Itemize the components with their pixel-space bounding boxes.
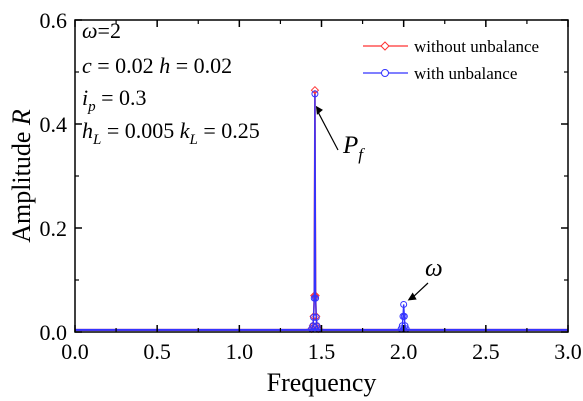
parameter-line: c = 0.02 h = 0.02 xyxy=(82,53,232,78)
x-tick-label: 1.5 xyxy=(308,339,336,364)
pf-annotation: Pf xyxy=(342,132,365,164)
y-tick-label: 0.2 xyxy=(40,216,68,241)
parameter-line: ip = 0.3 xyxy=(82,85,147,115)
x-axis-title: Frequency xyxy=(267,368,377,397)
x-tick-label: 3.0 xyxy=(554,339,582,364)
legend-label: without unbalance xyxy=(414,37,539,56)
omega-arrow-line xyxy=(413,282,429,297)
y-tick-label: 0.0 xyxy=(40,320,68,345)
y-tick-label: 0.6 xyxy=(40,8,68,33)
x-tick-label: 1.0 xyxy=(226,339,254,364)
data-point xyxy=(309,322,317,330)
y-tick-label: 0.4 xyxy=(40,112,68,137)
data-point xyxy=(310,313,318,321)
omega-arrowhead xyxy=(407,292,417,301)
data-point xyxy=(313,322,321,330)
y-axis-title: Amplitude R xyxy=(7,109,36,243)
data-point xyxy=(400,300,408,308)
legend-marker xyxy=(380,41,390,51)
data-point xyxy=(400,312,408,320)
text-layer: Frequency Amplitude R ω=2 c = 0.02 h = 0.02… xyxy=(7,18,539,397)
legend-label: with unbalance xyxy=(414,64,517,83)
x-tick-label: 2.0 xyxy=(390,339,418,364)
data-point xyxy=(401,322,409,330)
pf-arrow-line xyxy=(317,111,339,151)
data-point xyxy=(312,313,320,321)
axis-layer: 0.0 0.5 1.0 1.5 2.0 2.5 3.0 0.0 0.2 0.4 0.6 xyxy=(40,8,582,364)
data-point xyxy=(312,294,320,302)
x-tick-label: 0.5 xyxy=(143,339,171,364)
parameter-line: hL = 0.005 kL = 0.25 xyxy=(82,118,260,148)
x-tick-label: 2.5 xyxy=(472,339,500,364)
x-tick-label: 0.0 xyxy=(61,339,89,364)
parameter-line: ω=2 xyxy=(82,18,121,43)
pf-arrowhead xyxy=(315,105,323,115)
omega-annotation: ω xyxy=(425,255,443,282)
data-point xyxy=(311,90,319,98)
data-point xyxy=(310,85,320,95)
legend-marker xyxy=(381,69,389,77)
